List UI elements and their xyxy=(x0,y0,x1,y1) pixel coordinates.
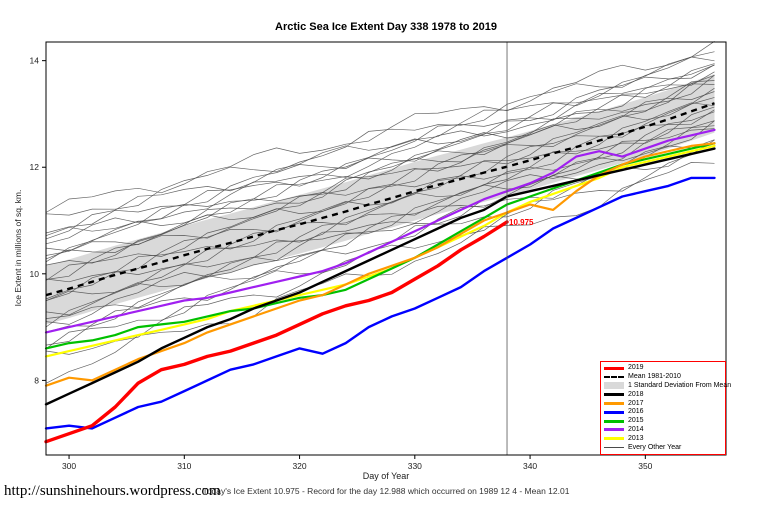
legend-sample xyxy=(604,428,624,432)
legend-sample xyxy=(604,382,624,390)
background-year-line xyxy=(45,106,715,302)
legend-sample xyxy=(604,419,624,423)
legend-sample xyxy=(604,437,624,441)
background-year-line xyxy=(45,102,715,300)
current-extent-label: 10.975 xyxy=(509,217,534,227)
background-year-line xyxy=(45,41,715,216)
legend-label: 2019 xyxy=(628,364,644,372)
series-line-2018 xyxy=(44,147,716,406)
footer-url: http://sunshinehours.wordpress.com xyxy=(4,483,221,499)
legend-label: Every Other Year xyxy=(628,443,682,451)
background-year-line xyxy=(45,80,715,266)
legend-entry-2018: 2018 xyxy=(604,391,722,399)
legend-sample xyxy=(604,366,624,370)
background-year-line xyxy=(45,128,715,328)
background-year-line xyxy=(45,64,715,252)
background-year-line xyxy=(45,97,715,281)
legend-label: 2014 xyxy=(628,425,644,433)
legend-entry-2019: 2019 xyxy=(604,364,722,372)
x-tick-label: 320 xyxy=(292,461,306,471)
legend: 2019 Mean 1981-2010 1 Standard Deviation F… xyxy=(600,361,731,455)
legend-label: 2016 xyxy=(628,408,644,416)
legend-entry-2015: 2015 xyxy=(604,417,722,425)
series-line-2016 xyxy=(44,176,716,430)
series-line-2019 xyxy=(44,220,509,444)
legend-sample xyxy=(604,376,624,379)
background-year-line xyxy=(45,120,715,325)
series-line-2014 xyxy=(44,128,716,334)
background-year-line xyxy=(45,74,715,260)
bottom-note: Today's Ice Extent 10.975 - Record for t… xyxy=(202,486,570,496)
y-tick-label: 10 xyxy=(30,269,40,279)
series-line-2013 xyxy=(44,144,716,358)
x-tick-label: 350 xyxy=(638,461,652,471)
y-tick-label: 14 xyxy=(30,56,40,66)
background-year-line xyxy=(45,111,715,316)
background-year-line xyxy=(45,83,715,263)
background-year-line xyxy=(45,71,715,245)
series-line-2015 xyxy=(44,142,716,350)
mean-line xyxy=(45,102,715,297)
std-dev-band xyxy=(46,74,715,325)
y-tick-label: 12 xyxy=(30,162,40,172)
background-year-line xyxy=(45,64,715,240)
background-year-line xyxy=(45,63,715,237)
x-tick-label: 310 xyxy=(177,461,191,471)
legend-label: 2013 xyxy=(628,434,644,442)
chart-title: Arctic Sea Ice Extent Day 338 1978 to 20… xyxy=(275,21,497,33)
legend-label: 2015 xyxy=(628,417,644,425)
x-tick-label: 300 xyxy=(62,461,76,471)
legend-entry-2016: 2016 xyxy=(604,408,722,416)
legend-label: 1 Standard Deviation From Mean xyxy=(628,381,732,389)
plot-box xyxy=(45,41,727,456)
x-tick-label: 340 xyxy=(523,461,537,471)
legend-sample xyxy=(604,410,624,414)
legend-entry-1-standard-deviation-from-mean: 1 Standard Deviation From Mean xyxy=(604,382,731,390)
background-year-line xyxy=(45,91,715,280)
legend-entry-2014: 2014 xyxy=(604,426,722,434)
background-year-line xyxy=(45,120,715,319)
legend-entry-2013: 2013 xyxy=(604,435,722,443)
legend-sample xyxy=(604,402,624,406)
x-tick-label: 330 xyxy=(408,461,422,471)
legend-label: Mean 1981-2010 xyxy=(628,373,681,381)
legend-entry-mean-1981-2010: Mean 1981-2010 xyxy=(604,373,722,381)
y-tick-label: 8 xyxy=(34,375,39,385)
legend-label: 2017 xyxy=(628,399,644,407)
legend-entry-every-other-year: Every Other Year xyxy=(604,444,722,452)
legend-entry-2017: 2017 xyxy=(604,400,722,408)
x-axis-label: Day of Year xyxy=(362,471,410,481)
background-year-line xyxy=(45,109,715,302)
legend-sample xyxy=(604,447,624,449)
legend-sample xyxy=(604,393,624,397)
legend-label: 2018 xyxy=(628,390,644,398)
